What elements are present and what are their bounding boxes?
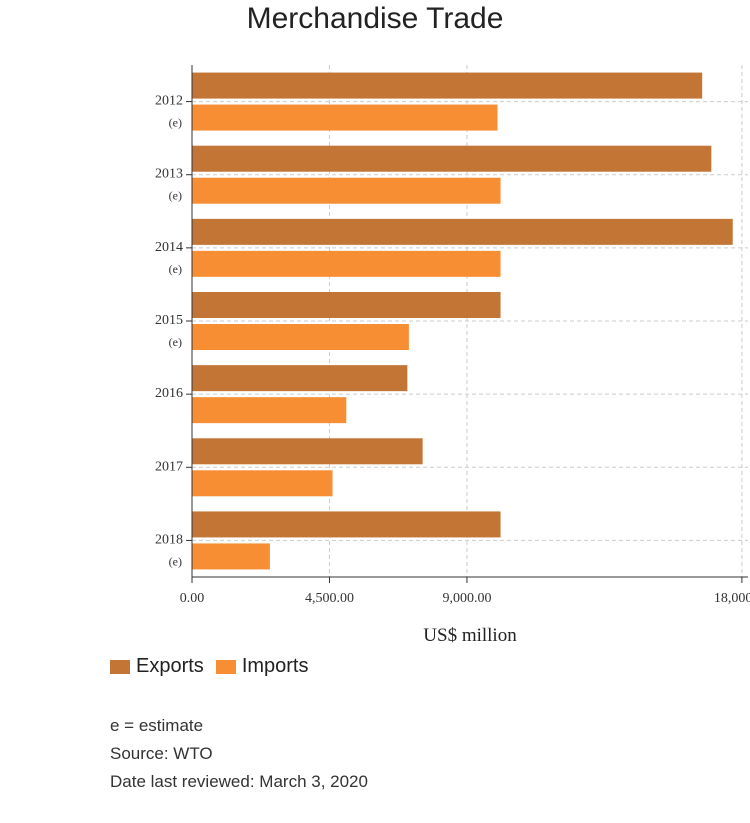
bar-exports-2012[interactable] — [192, 72, 703, 99]
bar-exports-2014[interactable] — [192, 218, 733, 245]
y-tick-label-2016: 2016 — [155, 386, 183, 401]
bar-imports-2017[interactable] — [192, 470, 333, 497]
y-tick-note-2013: (e) — [169, 189, 182, 203]
bar-imports-2014[interactable] — [192, 250, 501, 277]
bar-imports-2016[interactable] — [192, 397, 347, 424]
legend-item-exports[interactable]: Exports — [110, 655, 204, 678]
bars — [192, 72, 733, 570]
axes: 2012 (e) 2013 (e) 2014 (e) 2015 (e) 2016 2017 2018… — [155, 65, 750, 606]
chart-title: Merchandise Trade — [246, 2, 504, 35]
bar-imports-2012[interactable] — [192, 104, 498, 131]
x-tick-label-0: 0.00 — [180, 591, 205, 606]
y-tick-note-2014: (e) — [169, 262, 182, 276]
y-tick-label-2018: 2018 — [155, 532, 183, 547]
bar-exports-2015[interactable] — [192, 292, 501, 318]
y-tick-note-2018: (e) — [169, 554, 182, 568]
bar-exports-2013[interactable] — [192, 145, 712, 172]
legend-swatch-imports — [215, 659, 236, 674]
y-tick-label-2015: 2015 — [155, 313, 183, 328]
legend-label-exports: Exports — [136, 655, 204, 677]
legend-label-imports: Imports — [241, 655, 309, 677]
legend: Exports Imports — [110, 655, 321, 678]
footnote-estimate: e = estimate — [110, 716, 204, 735]
bar-imports-2015[interactable] — [192, 324, 409, 350]
bar-imports-2018[interactable] — [192, 543, 270, 570]
footnote-date-reviewed: Date last reviewed: March 3, 2020 — [110, 772, 368, 791]
legend-item-imports[interactable]: Imports — [215, 655, 309, 678]
y-tick-note-2015: (e) — [169, 335, 182, 349]
y-tick-label-2014: 2014 — [155, 240, 183, 255]
x-axis-label: US$ million — [423, 625, 517, 646]
y-tick-note-2012: (e) — [169, 116, 182, 130]
bar-exports-2016[interactable] — [192, 365, 408, 392]
bar-imports-2013[interactable] — [192, 177, 501, 204]
footnote-source: Source: WTO — [110, 744, 213, 763]
bar-chart: 2012 (e) 2013 (e) 2014 (e) 2015 (e) 2016 2017 2018… — [155, 65, 750, 646]
bar-exports-2017[interactable] — [192, 438, 423, 465]
x-tick-label-3: 18,000.00 — [714, 591, 750, 606]
x-tick-label-2: 9,000.00 — [442, 591, 491, 606]
y-tick-label-2017: 2017 — [155, 459, 183, 474]
bar-exports-2018[interactable] — [192, 511, 501, 538]
y-tick-label-2013: 2013 — [155, 167, 183, 182]
x-tick-label-1: 4,500.00 — [305, 591, 354, 606]
y-tick-label-2012: 2012 — [155, 94, 183, 109]
legend-swatch-exports — [110, 659, 130, 674]
footnotes: e = estimate Source: WTO Date last revie… — [110, 712, 368, 796]
grid-lines — [192, 65, 748, 577]
